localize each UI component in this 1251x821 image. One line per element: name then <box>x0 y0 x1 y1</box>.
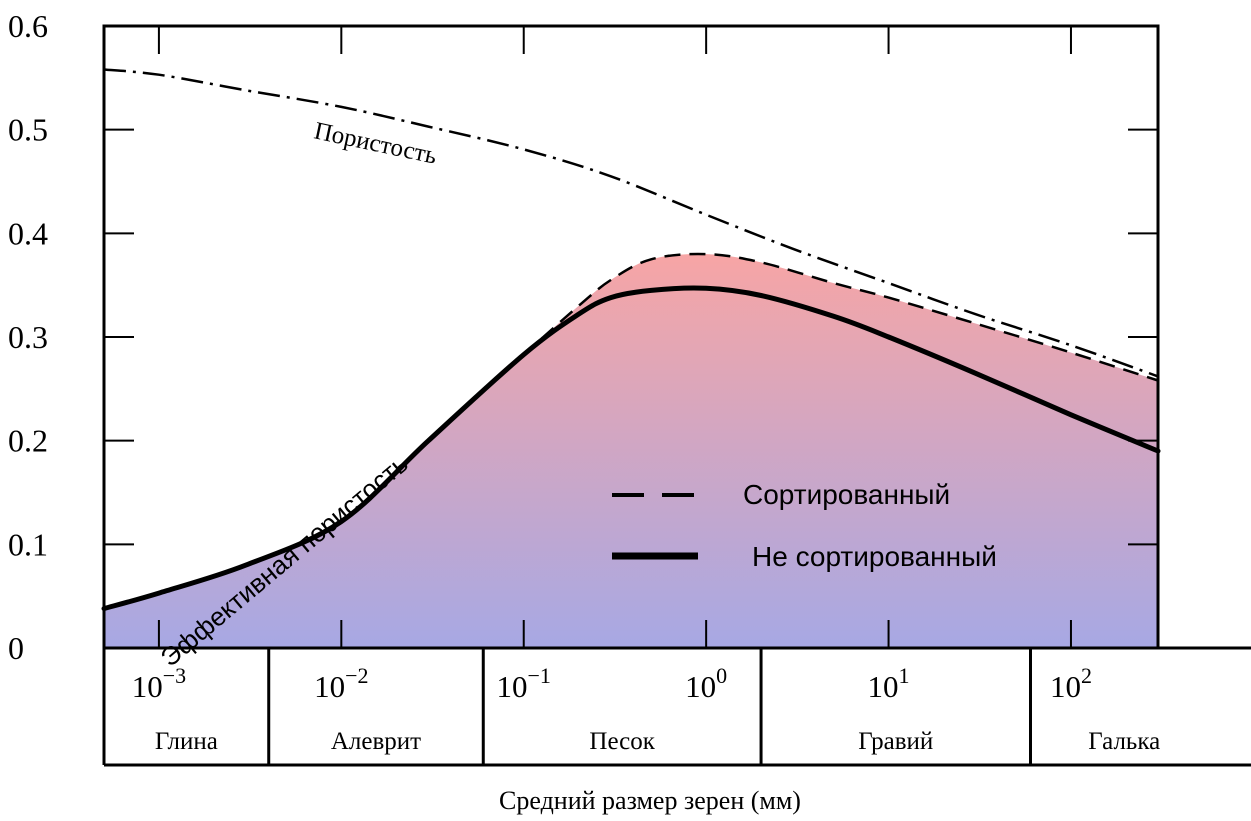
x-tick-label: 100 <box>685 663 727 704</box>
class-label-0: Глина <box>155 728 218 755</box>
x-tick-exponent: −1 <box>528 663 551 688</box>
series-line-unsorted <box>101 285 1161 612</box>
x-tick-exponent: −3 <box>163 663 186 688</box>
y-tick-label: 0.1 <box>8 526 48 562</box>
x-tick-label: 10−1 <box>497 663 551 704</box>
legend-unsorted-label: Не сортированный <box>752 541 997 572</box>
x-tick-exponent: −2 <box>345 663 368 688</box>
y-tick-label: 0.3 <box>8 319 48 355</box>
y-tick-label: 0.4 <box>8 215 48 251</box>
class-label-4: Галька <box>1088 728 1160 755</box>
legend-sorted-label: Сортированный <box>743 479 950 510</box>
y-tick-label: 0.5 <box>8 112 48 148</box>
x-tick-label: 102 <box>1050 663 1092 704</box>
y-tick-label: 0 <box>8 630 24 666</box>
class-label-2: Песок <box>589 728 655 755</box>
x-tick-exponent: 2 <box>1081 663 1092 688</box>
series-line-porosity <box>103 68 1159 378</box>
x-axis-title: Средний размер зерен (мм) <box>499 786 801 815</box>
class-label-3: Гравий <box>858 728 933 755</box>
x-tick-label: 10−2 <box>314 663 368 704</box>
y-tick-label: 0.2 <box>8 423 48 459</box>
y-tick-label: 0.6 <box>8 8 48 44</box>
x-tick-exponent: 0 <box>716 663 727 688</box>
x-tick-label: 101 <box>868 663 910 704</box>
series-line-sorted <box>103 252 1159 610</box>
x-tick-exponent: 1 <box>899 663 910 688</box>
legend: Сортированный Не сортированный <box>612 479 997 572</box>
class-label-1: Алеврит <box>331 728 421 755</box>
effective-porosity-area <box>104 253 1158 648</box>
